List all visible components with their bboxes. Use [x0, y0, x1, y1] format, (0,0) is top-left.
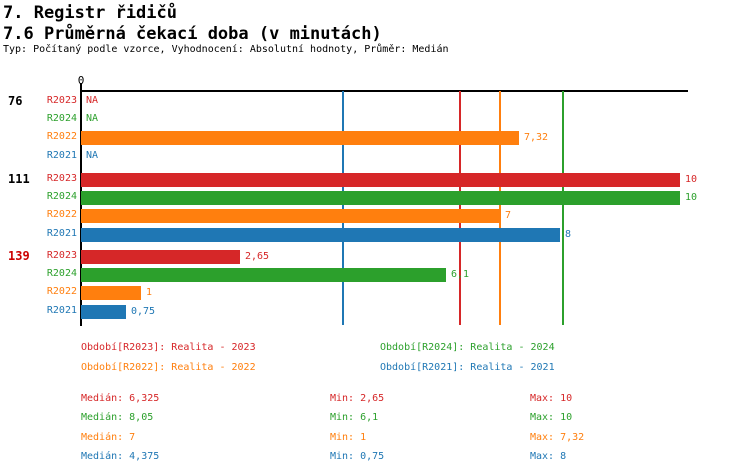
bar [81, 173, 680, 187]
bar [81, 305, 126, 319]
top-axis-line [80, 90, 688, 92]
bar-value-label: 7 [505, 210, 512, 221]
bar-value-label: 0,75 [131, 306, 156, 317]
bar [81, 250, 240, 264]
group-label: 139 [8, 249, 30, 263]
bar-value-label: 10 [685, 192, 698, 203]
group-label: 76 [8, 94, 23, 108]
bar [81, 131, 519, 145]
series-label: R2023 [46, 250, 77, 261]
group-label: 111 [8, 172, 30, 186]
chart-meta-line: Typ: Počítaný podle vzorce, Vyhodnocení:… [3, 44, 449, 55]
stat-max-r2021: Max: 8 [530, 451, 567, 462]
median-gridline-r2021 [342, 91, 345, 325]
stat-max-r2024: Max: 10 [530, 412, 573, 423]
legend-item-r2021: Období[R2021]: Realita - 2021 [380, 362, 555, 373]
bar [81, 286, 141, 300]
bar-value-label: 2,65 [245, 251, 270, 262]
page-title: 7. Registr řidičů [3, 3, 177, 23]
missing-value-label: NA [86, 113, 99, 124]
median-gridline-r2023 [458, 91, 461, 325]
series-label: R2023 [46, 95, 77, 106]
series-label: R2022 [46, 209, 77, 220]
chart-subtitle: 7.6 Průměrná čekací doba (v minutách) [3, 24, 382, 44]
stat-min-r2024: Min: 6,1 [330, 412, 379, 423]
series-label: R2024 [46, 268, 77, 279]
bar-value-label: 7,32 [524, 132, 549, 143]
legend-item-r2023: Období[R2023]: Realita - 2023 [81, 342, 256, 353]
series-label: R2024 [46, 113, 77, 124]
bar-value-label: 1 [146, 287, 153, 298]
series-label: R2021 [46, 150, 77, 161]
stat-min-r2023: Min: 2,65 [330, 393, 385, 404]
stat-min-r2022: Min: 1 [330, 432, 367, 443]
bar-value-label: 10 [685, 174, 698, 185]
legend-item-r2022: Období[R2022]: Realita - 2022 [81, 362, 256, 373]
missing-value-label: NA [86, 150, 99, 161]
median-gridline-r2024 [562, 91, 565, 325]
bar-value-label: 6,1 [451, 269, 470, 280]
bar [81, 191, 680, 205]
stat-max-r2022: Max: 7,32 [530, 432, 585, 443]
series-label: R2023 [46, 173, 77, 184]
series-label: R2021 [46, 305, 77, 316]
axis-zero-label: 0 [77, 74, 85, 87]
bar-value-label: 8 [565, 229, 572, 240]
stat-median-r2021: Medián: 4,375 [81, 451, 160, 462]
series-label: R2021 [46, 228, 77, 239]
stat-median-r2023: Medián: 6,325 [81, 393, 160, 404]
stat-min-r2021: Min: 0,75 [330, 451, 385, 462]
series-label: R2022 [46, 286, 77, 297]
bar [81, 209, 500, 223]
legend-item-r2024: Období[R2024]: Realita - 2024 [380, 342, 555, 353]
missing-value-label: NA [86, 95, 99, 106]
series-label: R2022 [46, 131, 77, 142]
median-gridline-r2022 [499, 91, 502, 325]
series-label: R2024 [46, 191, 77, 202]
bar [81, 268, 446, 282]
stat-max-r2023: Max: 10 [530, 393, 573, 404]
bar [81, 228, 560, 242]
stat-median-r2022: Medián: 7 [81, 432, 136, 443]
stat-median-r2024: Medián: 8,05 [81, 412, 154, 423]
